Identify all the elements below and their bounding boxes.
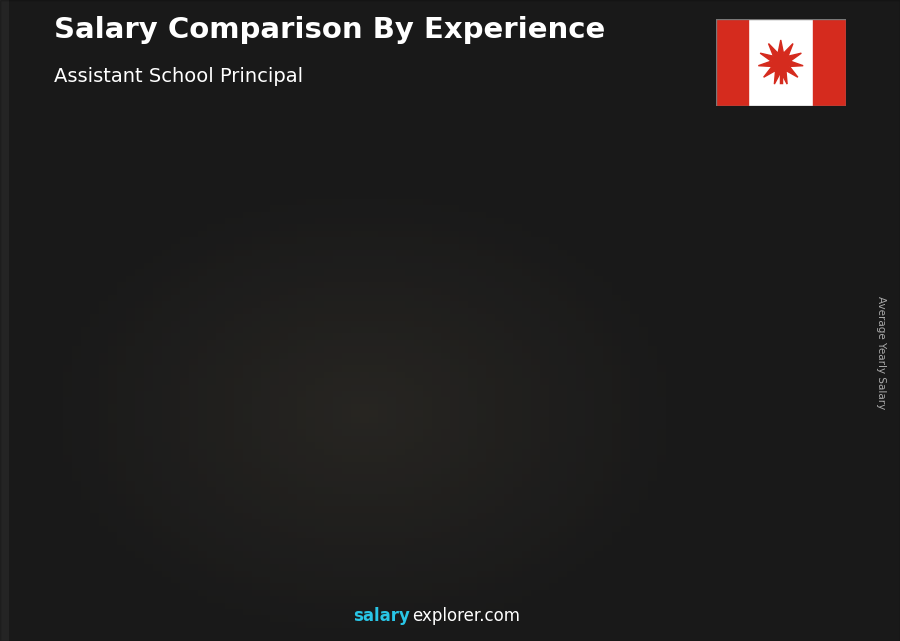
- Bar: [476, 292, 544, 558]
- Bar: [606, 271, 672, 276]
- Text: 193,000 CAD: 193,000 CAD: [590, 288, 672, 301]
- Bar: [738, 250, 746, 558]
- Text: +34%: +34%: [285, 263, 348, 282]
- Text: Salary Comparison By Experience: Salary Comparison By Experience: [54, 16, 605, 44]
- Bar: [347, 335, 415, 339]
- Bar: [606, 271, 672, 558]
- Text: 112,000 CAD: 112,000 CAD: [203, 409, 285, 422]
- Bar: [609, 271, 617, 558]
- Text: +7%: +7%: [679, 178, 728, 197]
- Bar: [734, 250, 801, 558]
- Bar: [481, 292, 489, 558]
- Bar: [476, 292, 544, 297]
- Text: Assistant School Principal: Assistant School Principal: [54, 67, 303, 87]
- Text: salary: salary: [353, 607, 410, 625]
- Bar: [90, 431, 157, 558]
- Text: +19%: +19%: [414, 220, 477, 238]
- Bar: [94, 431, 102, 558]
- Bar: [734, 250, 801, 256]
- Bar: [222, 391, 230, 558]
- Bar: [219, 391, 285, 394]
- Polygon shape: [759, 40, 803, 84]
- Bar: [352, 335, 360, 558]
- Text: 84,800 CAD: 84,800 CAD: [78, 449, 153, 462]
- Bar: [347, 335, 415, 558]
- Text: +8%: +8%: [550, 199, 599, 218]
- Text: +32%: +32%: [156, 319, 220, 338]
- Text: Average Yearly Salary: Average Yearly Salary: [877, 296, 886, 409]
- Bar: [814, 19, 846, 106]
- Bar: [716, 19, 748, 106]
- Text: explorer.com: explorer.com: [412, 607, 520, 625]
- Text: 207,000 CAD: 207,000 CAD: [817, 268, 900, 281]
- Bar: [90, 431, 157, 434]
- Text: 150,000 CAD: 150,000 CAD: [327, 353, 410, 365]
- Text: 179,000 CAD: 179,000 CAD: [461, 310, 544, 322]
- Bar: [219, 391, 285, 558]
